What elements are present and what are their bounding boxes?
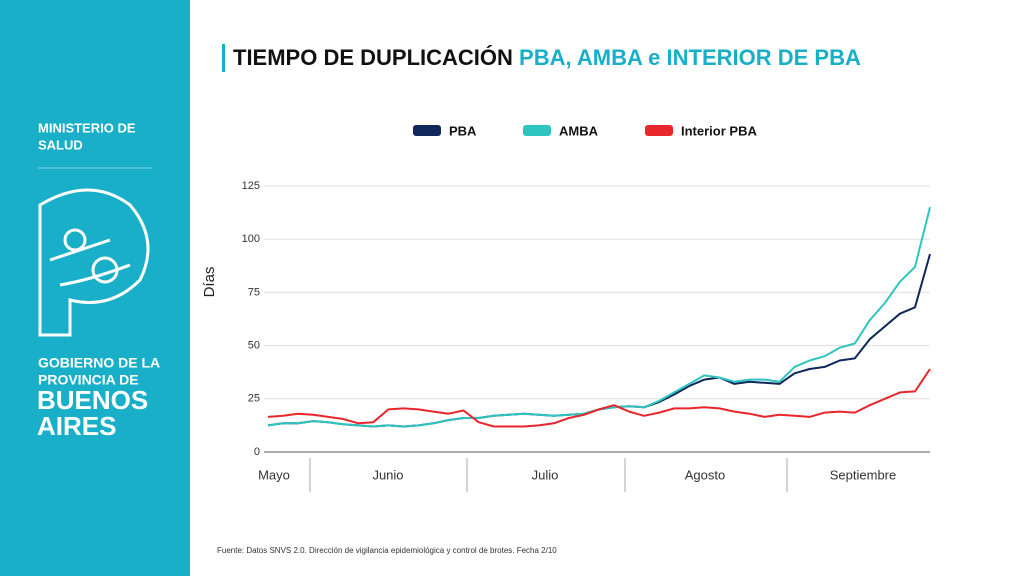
title-main: TIEMPO DE DUPLICACIÓN: [233, 45, 513, 70]
y-tick-label: 100: [242, 233, 260, 245]
legend-label: AMBA: [559, 123, 599, 138]
title-bar: [222, 44, 225, 72]
x-tick-label: Agosto: [685, 467, 725, 482]
government-line: PROVINCIA DE: [38, 372, 139, 388]
x-tick-label: Septiembre: [830, 467, 896, 482]
x-tick-label: Junio: [372, 467, 403, 482]
legend-label: PBA: [449, 123, 477, 138]
x-tick-label: Mayo: [258, 467, 290, 482]
ministry-line: MINISTERIO DE: [38, 120, 136, 135]
x-tick-label: Julio: [532, 467, 559, 482]
province-line: AIRES: [37, 411, 116, 441]
title: TIEMPO DE DUPLICACIÓN PBA, AMBA e INTERI…: [233, 45, 861, 70]
series-line: [267, 368, 931, 428]
y-tick-label: 50: [248, 340, 260, 352]
legend-swatch: [523, 125, 551, 136]
title-highlight: PBA, AMBA e INTERIOR DE PBA: [519, 45, 861, 70]
series-line: [267, 207, 931, 428]
legend-swatch: [413, 125, 441, 136]
plot: 0 25 50 75 100 125 Mayo Junio Julio Agosto Septiem…: [242, 123, 931, 492]
legend-label: Interior PBA: [681, 123, 757, 138]
logo: [38, 188, 150, 337]
province-line: BUENOS: [37, 385, 148, 415]
ministry-line: SALUD: [38, 137, 83, 152]
y-tick-label: 0: [254, 446, 260, 458]
legend-swatch: [645, 125, 673, 136]
y-tick-label: 75: [248, 286, 260, 298]
y-tick-label: 125: [242, 180, 260, 192]
sidebar: [0, 0, 190, 576]
series-line: [267, 253, 931, 428]
y-axis-label: Días: [201, 267, 218, 298]
footer: Fuente: Datos SNVS 2.0. Dirección de vig…: [217, 546, 557, 555]
y-tick-label: 25: [248, 393, 260, 405]
government-line: GOBIERNO DE LA: [38, 355, 160, 371]
